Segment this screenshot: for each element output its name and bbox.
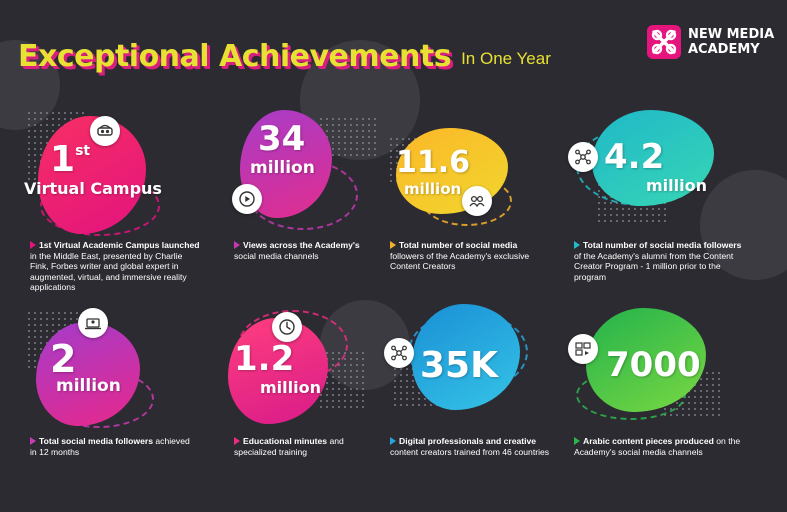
people-icon	[469, 195, 485, 208]
stat-description-lead: Educational minutes	[243, 436, 328, 446]
stat-description-lead: Arabic content pieces produced	[583, 436, 714, 446]
stat-unit: million	[404, 180, 462, 198]
stat-description: Total number of social media followers o…	[390, 240, 550, 272]
stat-description-rest: followers of the Academy's exclusive Con…	[390, 250, 530, 272]
stat-description-rest: and specialized training	[234, 436, 344, 457]
network-icon	[575, 149, 591, 165]
stat-description-rest: social media channels	[234, 250, 319, 261]
stat-description-rest: achieved in 12 months	[30, 436, 190, 457]
logo-line-1: NEW MEDIA	[688, 27, 775, 42]
bullet-triangle-icon	[390, 437, 396, 445]
stat-description-lead: Digital professionals and creative	[399, 436, 537, 446]
bullet-triangle-icon	[234, 241, 240, 249]
stat-description-rest: content creators trained from 46 countri…	[390, 446, 550, 457]
bullet-triangle-icon	[574, 241, 580, 249]
stat-description-lead: Total number of social media followers	[583, 240, 742, 250]
content-pieces-icon	[575, 342, 591, 356]
stat-description-rest: on the Academy's social media channels	[574, 436, 741, 457]
stat-card-views: 34 million Views across the Academy's so…	[228, 106, 418, 306]
bullet-triangle-icon	[30, 241, 36, 249]
bullet-triangle-icon	[574, 437, 580, 445]
icon-badge	[568, 334, 598, 364]
stat-description: Arabic content pieces produced on the Ac…	[574, 436, 744, 457]
background-deco	[700, 170, 787, 280]
stat-description-rest: in the Middle East, presented by Charlie…	[30, 250, 187, 293]
stat-value: 1st	[50, 142, 90, 178]
stat-unit: million	[250, 158, 315, 178]
stat-description-lead: 1st Virtual Academic Campus launched	[39, 240, 200, 250]
page-title: Exceptional Achievements	[18, 39, 452, 74]
stat-card-arabic-content: 7000 Arabic content pieces produced on t…	[566, 300, 756, 500]
bullet-triangle-icon	[30, 437, 36, 445]
stat-card-creator-followers: 11.6 million Total number of social medi…	[382, 106, 572, 306]
academy-logo: NEW MEDIA ACADEMY	[646, 24, 774, 60]
icon-badge	[384, 338, 414, 368]
stat-description: Total social media followers achieved in…	[30, 436, 190, 457]
stat-description-lead: Total number of social media	[399, 240, 518, 250]
stat-value: 7000	[606, 345, 701, 385]
icon-badge	[78, 308, 108, 338]
stat-value: 34	[258, 119, 306, 159]
stat-card-professionals-trained: 35K Digital professionals and creative c…	[382, 300, 572, 500]
bullet-triangle-icon	[234, 437, 240, 445]
icon-badge	[568, 142, 598, 172]
academy-logo-mark-icon	[647, 25, 681, 59]
stat-description: 1st Virtual Academic Campus launched in …	[30, 240, 202, 293]
stat-value: 1.2	[234, 339, 295, 379]
stat-card-educational-minutes: 1.2 million Educational minutes and spec…	[228, 300, 418, 500]
network-icon	[391, 345, 407, 361]
bullet-triangle-icon	[390, 241, 396, 249]
icon-badge	[232, 184, 262, 214]
video-play-icon	[239, 191, 255, 207]
stat-unit: million	[646, 176, 707, 195]
stat-value: 4.2	[604, 137, 665, 177]
stat-card-alumni-followers: 4.2 million Total number of social media…	[566, 106, 756, 306]
stat-number: 1	[50, 139, 76, 180]
stat-card-virtual-campus: 1st Virtual Campus 1st Virtual Academic …	[20, 106, 210, 306]
icon-badge	[90, 116, 120, 146]
stat-description: Views across the Academy's social media …	[234, 240, 384, 261]
stat-card-followers-12-months: 2 million Total social media followers a…	[20, 300, 210, 500]
stat-description: Educational minutes and specialized trai…	[234, 436, 384, 457]
stat-unit: Virtual Campus	[24, 179, 162, 198]
stat-description: Total number of social media followers o…	[574, 240, 750, 282]
stat-description-lead: Views across the Academy's	[243, 240, 360, 250]
page-subtitle: In One Year	[461, 49, 551, 68]
laptop-user-icon	[85, 318, 101, 330]
stat-value: 11.6	[396, 145, 471, 180]
icon-badge	[462, 186, 492, 216]
stat-description: Digital professionals and creative conte…	[390, 436, 560, 457]
academy-logo-text: NEW MEDIA ACADEMY	[688, 27, 774, 57]
stat-unit: million	[56, 376, 121, 396]
page-header: Exceptional Achievements In One Year	[18, 22, 551, 72]
vr-headset-icon	[97, 124, 113, 136]
clock-icon	[279, 319, 295, 335]
stat-description-rest: of the Academy's alumni from the Content…	[574, 250, 734, 282]
stat-unit: million	[260, 378, 321, 397]
stat-value: 2	[50, 337, 77, 381]
icon-badge	[272, 312, 302, 342]
stat-description-lead: Total social media followers	[39, 436, 153, 446]
stat-value: 35K	[420, 345, 498, 386]
stat-number-suffix: st	[75, 143, 91, 159]
logo-line-2: ACADEMY	[688, 42, 760, 57]
